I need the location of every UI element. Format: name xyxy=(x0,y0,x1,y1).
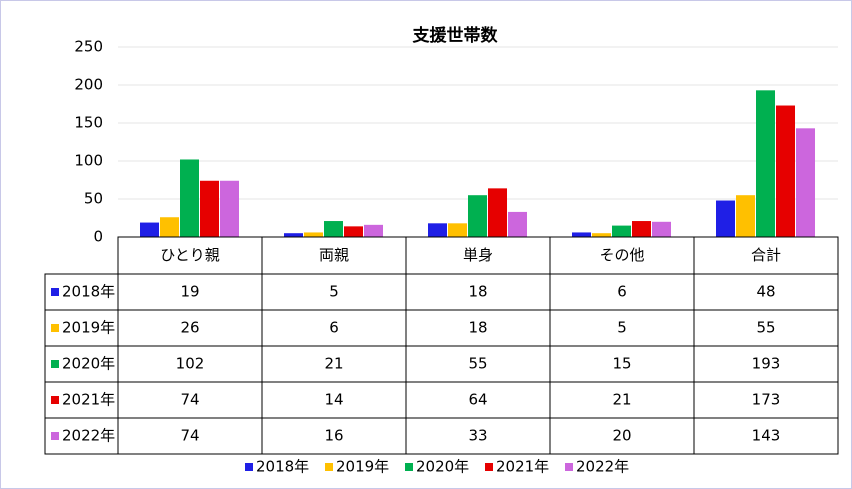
table-value: 193 xyxy=(752,355,781,373)
bar xyxy=(284,233,303,237)
category-label: その他 xyxy=(599,246,644,264)
legend-label: 2018年 xyxy=(256,458,309,476)
y-tick-label: 50 xyxy=(84,190,103,208)
row-label: 2019年 xyxy=(62,319,115,337)
table-value: 5 xyxy=(329,283,339,301)
bar xyxy=(796,128,815,237)
bar xyxy=(344,226,363,237)
category-label: 合計 xyxy=(751,246,781,264)
bar xyxy=(632,221,651,237)
row-label: 2021年 xyxy=(62,391,115,409)
category-label: ひとり親 xyxy=(160,246,220,264)
legend-swatch xyxy=(51,396,59,404)
bar xyxy=(756,90,775,237)
bar xyxy=(508,211,527,237)
legend-swatch xyxy=(485,463,493,471)
legend-swatch xyxy=(325,463,333,471)
legend-swatch xyxy=(405,463,413,471)
bar xyxy=(364,224,383,237)
table-value: 6 xyxy=(329,319,339,337)
table-value: 143 xyxy=(752,427,781,445)
y-tick-label: 250 xyxy=(74,38,103,56)
row-label: 2022年 xyxy=(62,427,115,445)
table-value: 33 xyxy=(468,427,487,445)
table-value: 74 xyxy=(180,391,199,409)
table-value: 102 xyxy=(176,355,205,373)
table-value: 16 xyxy=(324,427,343,445)
table-value: 6 xyxy=(617,283,627,301)
bar xyxy=(428,223,447,237)
bar xyxy=(448,223,467,237)
legend-swatch xyxy=(51,288,59,296)
table-value: 48 xyxy=(756,283,775,301)
bar xyxy=(716,200,735,237)
row-label: 2020年 xyxy=(62,355,115,373)
bar xyxy=(736,195,755,237)
table-value: 18 xyxy=(468,319,487,337)
table-value: 19 xyxy=(180,283,199,301)
table-value: 26 xyxy=(180,319,199,337)
legend-swatch xyxy=(51,360,59,368)
y-tick-label: 150 xyxy=(74,114,103,132)
bar xyxy=(776,105,795,238)
legend-label: 2021年 xyxy=(496,458,549,476)
table-value: 74 xyxy=(180,427,199,445)
table-value: 20 xyxy=(612,427,631,445)
table-value: 64 xyxy=(468,391,487,409)
table-value: 55 xyxy=(468,355,487,373)
bar xyxy=(612,225,631,237)
category-label: 両親 xyxy=(319,246,349,264)
bar xyxy=(200,180,219,237)
legend-swatch xyxy=(565,463,573,471)
bar xyxy=(652,221,671,237)
table-value: 21 xyxy=(612,391,631,409)
bar xyxy=(160,217,179,237)
table-value: 21 xyxy=(324,355,343,373)
bar xyxy=(220,180,239,237)
bar xyxy=(488,188,507,237)
table-value: 14 xyxy=(324,391,343,409)
bar xyxy=(180,159,199,237)
row-label: 2018年 xyxy=(62,283,115,301)
table-value: 18 xyxy=(468,283,487,301)
y-tick-label: 100 xyxy=(74,152,103,170)
bar xyxy=(140,222,159,237)
legend-swatch xyxy=(245,463,253,471)
legend-swatch xyxy=(51,324,59,332)
chart-title: 支援世帯数 xyxy=(413,25,499,46)
bar xyxy=(468,195,487,237)
y-tick-label: 0 xyxy=(93,228,103,246)
bar xyxy=(324,221,343,237)
legend-swatch xyxy=(51,432,59,440)
legend-label: 2019年 xyxy=(336,458,389,476)
bar xyxy=(592,233,611,237)
table-value: 173 xyxy=(752,391,781,409)
table-value: 5 xyxy=(617,319,627,337)
table-value: 55 xyxy=(756,319,775,337)
bar xyxy=(304,232,323,237)
table-value: 15 xyxy=(612,355,631,373)
legend-label: 2020年 xyxy=(416,458,469,476)
legend-label: 2022年 xyxy=(576,458,629,476)
category-label: 単身 xyxy=(463,246,493,264)
y-tick-label: 200 xyxy=(74,76,103,94)
bar xyxy=(572,232,591,237)
